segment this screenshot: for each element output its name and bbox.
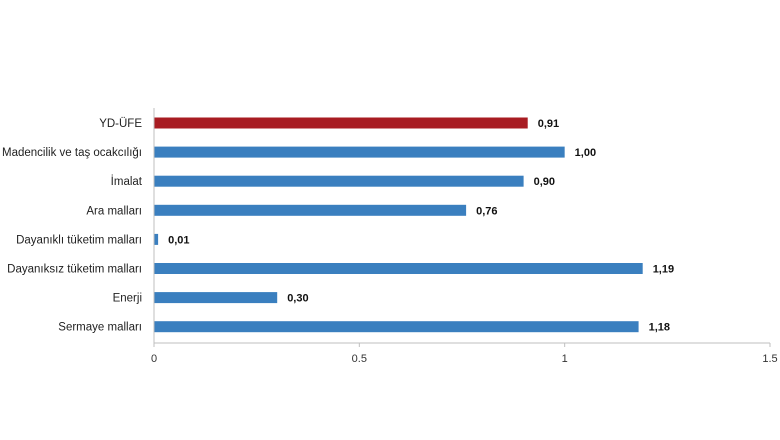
value-label: 0,91 — [538, 118, 559, 130]
value-label: 1,00 — [575, 147, 596, 159]
category-label: Ara malları — [86, 205, 142, 217]
bar — [154, 233, 159, 245]
category-label: İmalat — [111, 175, 143, 188]
category-label: Enerji — [113, 293, 142, 305]
bar — [154, 146, 565, 158]
category-label: Dayanıksız tüketim malları — [7, 264, 142, 276]
bar — [154, 175, 524, 187]
bar — [154, 117, 528, 129]
value-label: 1,19 — [653, 264, 674, 276]
value-label: 0,01 — [168, 234, 189, 246]
x-tick-label: 0.5 — [352, 353, 367, 365]
bar — [154, 263, 643, 274]
category-label: YD-ÜFE — [99, 118, 142, 130]
value-label: 0,76 — [476, 205, 497, 217]
axis-layer: 0 0.5 1 1.5 — [151, 108, 778, 365]
value-label: 0,90 — [534, 176, 555, 188]
category-label: Dayanıklı tüketim malları — [16, 234, 142, 246]
bar — [154, 321, 639, 333]
x-tick-label: 1 — [562, 353, 568, 365]
category-label: Madencilik ve taş ocakcılığı — [2, 147, 142, 159]
bars-layer: YD-ÜFE 0,91 Madencilik ve taş ocakcılığı 1,… — [2, 117, 674, 334]
bar — [154, 204, 467, 216]
x-tick-label: 0 — [151, 353, 157, 365]
value-label: 1,18 — [649, 322, 670, 334]
x-tick-label: 1.5 — [762, 353, 777, 365]
category-label: Sermaye malları — [58, 322, 142, 334]
value-label: 0,30 — [287, 293, 308, 305]
bar — [154, 292, 278, 304]
